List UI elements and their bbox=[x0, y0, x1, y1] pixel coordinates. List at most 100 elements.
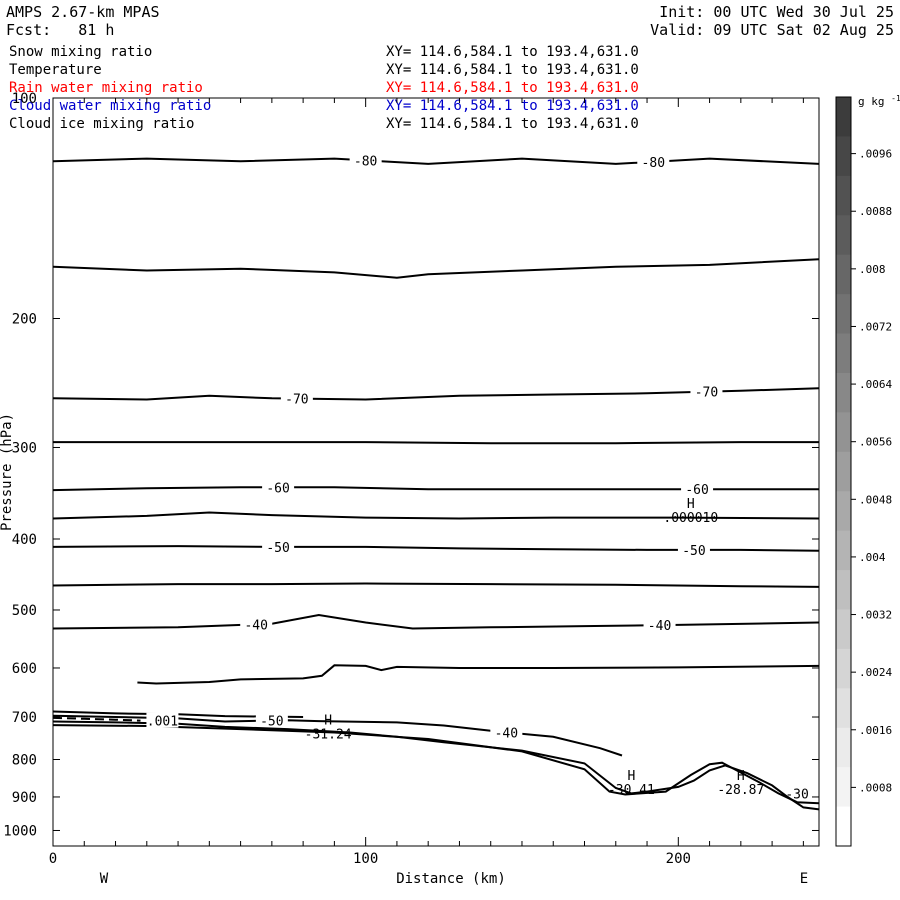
east-label: E bbox=[800, 871, 808, 887]
high-marker: H bbox=[324, 714, 332, 729]
y-tick-label: 300 bbox=[12, 440, 37, 456]
plot-frame bbox=[52, 97, 820, 847]
colorbar-label: .004 bbox=[859, 551, 886, 564]
field-name: Cloud water mixing ratio bbox=[9, 98, 212, 114]
temperature-contour bbox=[52, 157, 820, 165]
colorbar-cell bbox=[836, 491, 851, 532]
contour-label-bg bbox=[262, 479, 295, 495]
x-tick-label: 0 bbox=[49, 851, 57, 867]
contour-label-bg bbox=[280, 390, 313, 406]
temperature-contour bbox=[137, 664, 820, 685]
colorbar-label: .0048 bbox=[859, 493, 892, 506]
valid-time: Valid: 09 UTC Sat 02 Aug 25 bbox=[650, 21, 894, 39]
y-tick-label: 1000 bbox=[3, 823, 37, 839]
colorbar-label: .0088 bbox=[859, 205, 892, 218]
contour-label: -80 bbox=[642, 156, 665, 171]
y-tick-label: 800 bbox=[12, 752, 37, 768]
colorbar-cell bbox=[836, 372, 851, 413]
contour-label-bg bbox=[681, 481, 714, 497]
west-label: W bbox=[100, 871, 109, 887]
colorbar-label: .0016 bbox=[859, 724, 892, 737]
contour-label: -50 bbox=[266, 541, 289, 556]
contour-label-bg bbox=[240, 616, 273, 632]
contour-label-bg bbox=[643, 617, 676, 633]
y-tick-label: 900 bbox=[12, 790, 37, 806]
temperature-contour bbox=[53, 441, 819, 445]
contour-label-bg bbox=[349, 152, 382, 168]
field-name: Snow mixing ratio bbox=[9, 44, 153, 60]
colorbar-cell bbox=[836, 767, 851, 808]
colorbar-cell bbox=[836, 688, 851, 729]
colorbar-cell bbox=[836, 570, 851, 610]
forecast-hour: Fcst: 81 h bbox=[6, 21, 115, 39]
temperature-contour bbox=[52, 486, 819, 492]
colorbar-cell bbox=[836, 648, 851, 689]
contour-label-bg bbox=[690, 383, 723, 399]
contour-label: -60 bbox=[266, 481, 289, 496]
contour-label: -50 bbox=[682, 544, 705, 559]
contour-label: -30 bbox=[785, 787, 808, 802]
high-marker: H bbox=[687, 497, 695, 512]
colorbar-label: .0096 bbox=[859, 148, 892, 161]
high-marker: H bbox=[627, 769, 635, 784]
colorbar-cell bbox=[836, 451, 851, 492]
y-tick-label: 200 bbox=[12, 311, 37, 327]
contour-label-bg bbox=[255, 712, 288, 728]
temperature-contour bbox=[52, 613, 820, 630]
high-value: .000010 bbox=[663, 511, 718, 526]
contour-label: -80 bbox=[354, 154, 377, 169]
contour-label: -50 bbox=[260, 715, 283, 730]
field-name: Cloud ice mixing ratio bbox=[9, 116, 195, 132]
field-name: Temperature bbox=[9, 62, 102, 78]
temperature-contour bbox=[52, 582, 820, 588]
field-xy-range: XY= 114.6,584.1 to 193.4,631.0 bbox=[386, 62, 639, 78]
field-xy-range: XY= 114.6,584.1 to 193.4,631.0 bbox=[386, 116, 639, 132]
colorbar-cell bbox=[836, 727, 851, 768]
contour-label-bg bbox=[490, 724, 523, 740]
colorbar-label: .0072 bbox=[859, 320, 892, 333]
colorbar-frame bbox=[835, 96, 852, 847]
y-tick-label: 500 bbox=[12, 603, 37, 619]
contour-label: -40 bbox=[648, 619, 671, 634]
high-value: -31.24 bbox=[305, 728, 352, 743]
x-axis-title: Distance (km) bbox=[396, 871, 506, 887]
colorbar-cell bbox=[836, 333, 851, 374]
y-tick-label: 700 bbox=[12, 710, 37, 726]
high-value: -28.87 bbox=[717, 783, 764, 798]
colorbar-cell bbox=[836, 412, 851, 453]
lower-contour bbox=[52, 724, 820, 805]
colorbar-label: .0032 bbox=[859, 609, 892, 622]
colorbar-cell bbox=[836, 136, 851, 177]
colorbar-label: .0064 bbox=[859, 378, 892, 391]
contour-label-bg bbox=[677, 541, 710, 557]
colorbar-cell bbox=[836, 530, 851, 571]
colorbar-cell bbox=[836, 215, 851, 256]
y-tick-label: 100 bbox=[12, 91, 37, 107]
colorbar-label: .0008 bbox=[859, 781, 892, 794]
x-tick-label: 100 bbox=[353, 851, 378, 867]
colorbar-cell bbox=[836, 806, 851, 847]
temperature-contour bbox=[52, 258, 820, 279]
contour-label: .001 bbox=[147, 715, 178, 730]
colorbar-units: g kg -1 bbox=[858, 94, 900, 108]
colorbar-label: .0056 bbox=[859, 436, 892, 449]
colorbar-label: .0024 bbox=[859, 666, 892, 679]
contour-label: -40 bbox=[244, 618, 267, 633]
y-tick-label: 400 bbox=[12, 532, 37, 548]
contour-label: -70 bbox=[695, 386, 718, 401]
contour-label-bg bbox=[637, 153, 670, 169]
contour-label-bg bbox=[262, 538, 295, 554]
y-axis-title: Pressure (hPa) bbox=[0, 413, 15, 531]
colorbar-cell bbox=[836, 294, 851, 335]
high-marker: H bbox=[737, 769, 745, 784]
colorbar-units-exponent: -1 bbox=[891, 94, 900, 103]
lower-contour bbox=[52, 720, 820, 811]
contour-label: -40 bbox=[495, 726, 518, 741]
high-value: -30.41 bbox=[608, 783, 655, 798]
colorbar-cell bbox=[836, 254, 851, 295]
colorbar-cell bbox=[836, 609, 851, 650]
contour-label: -70 bbox=[285, 393, 308, 408]
field-xy-range: XY= 114.6,584.1 to 193.4,631.0 bbox=[386, 80, 639, 96]
ice-contour bbox=[52, 716, 141, 722]
